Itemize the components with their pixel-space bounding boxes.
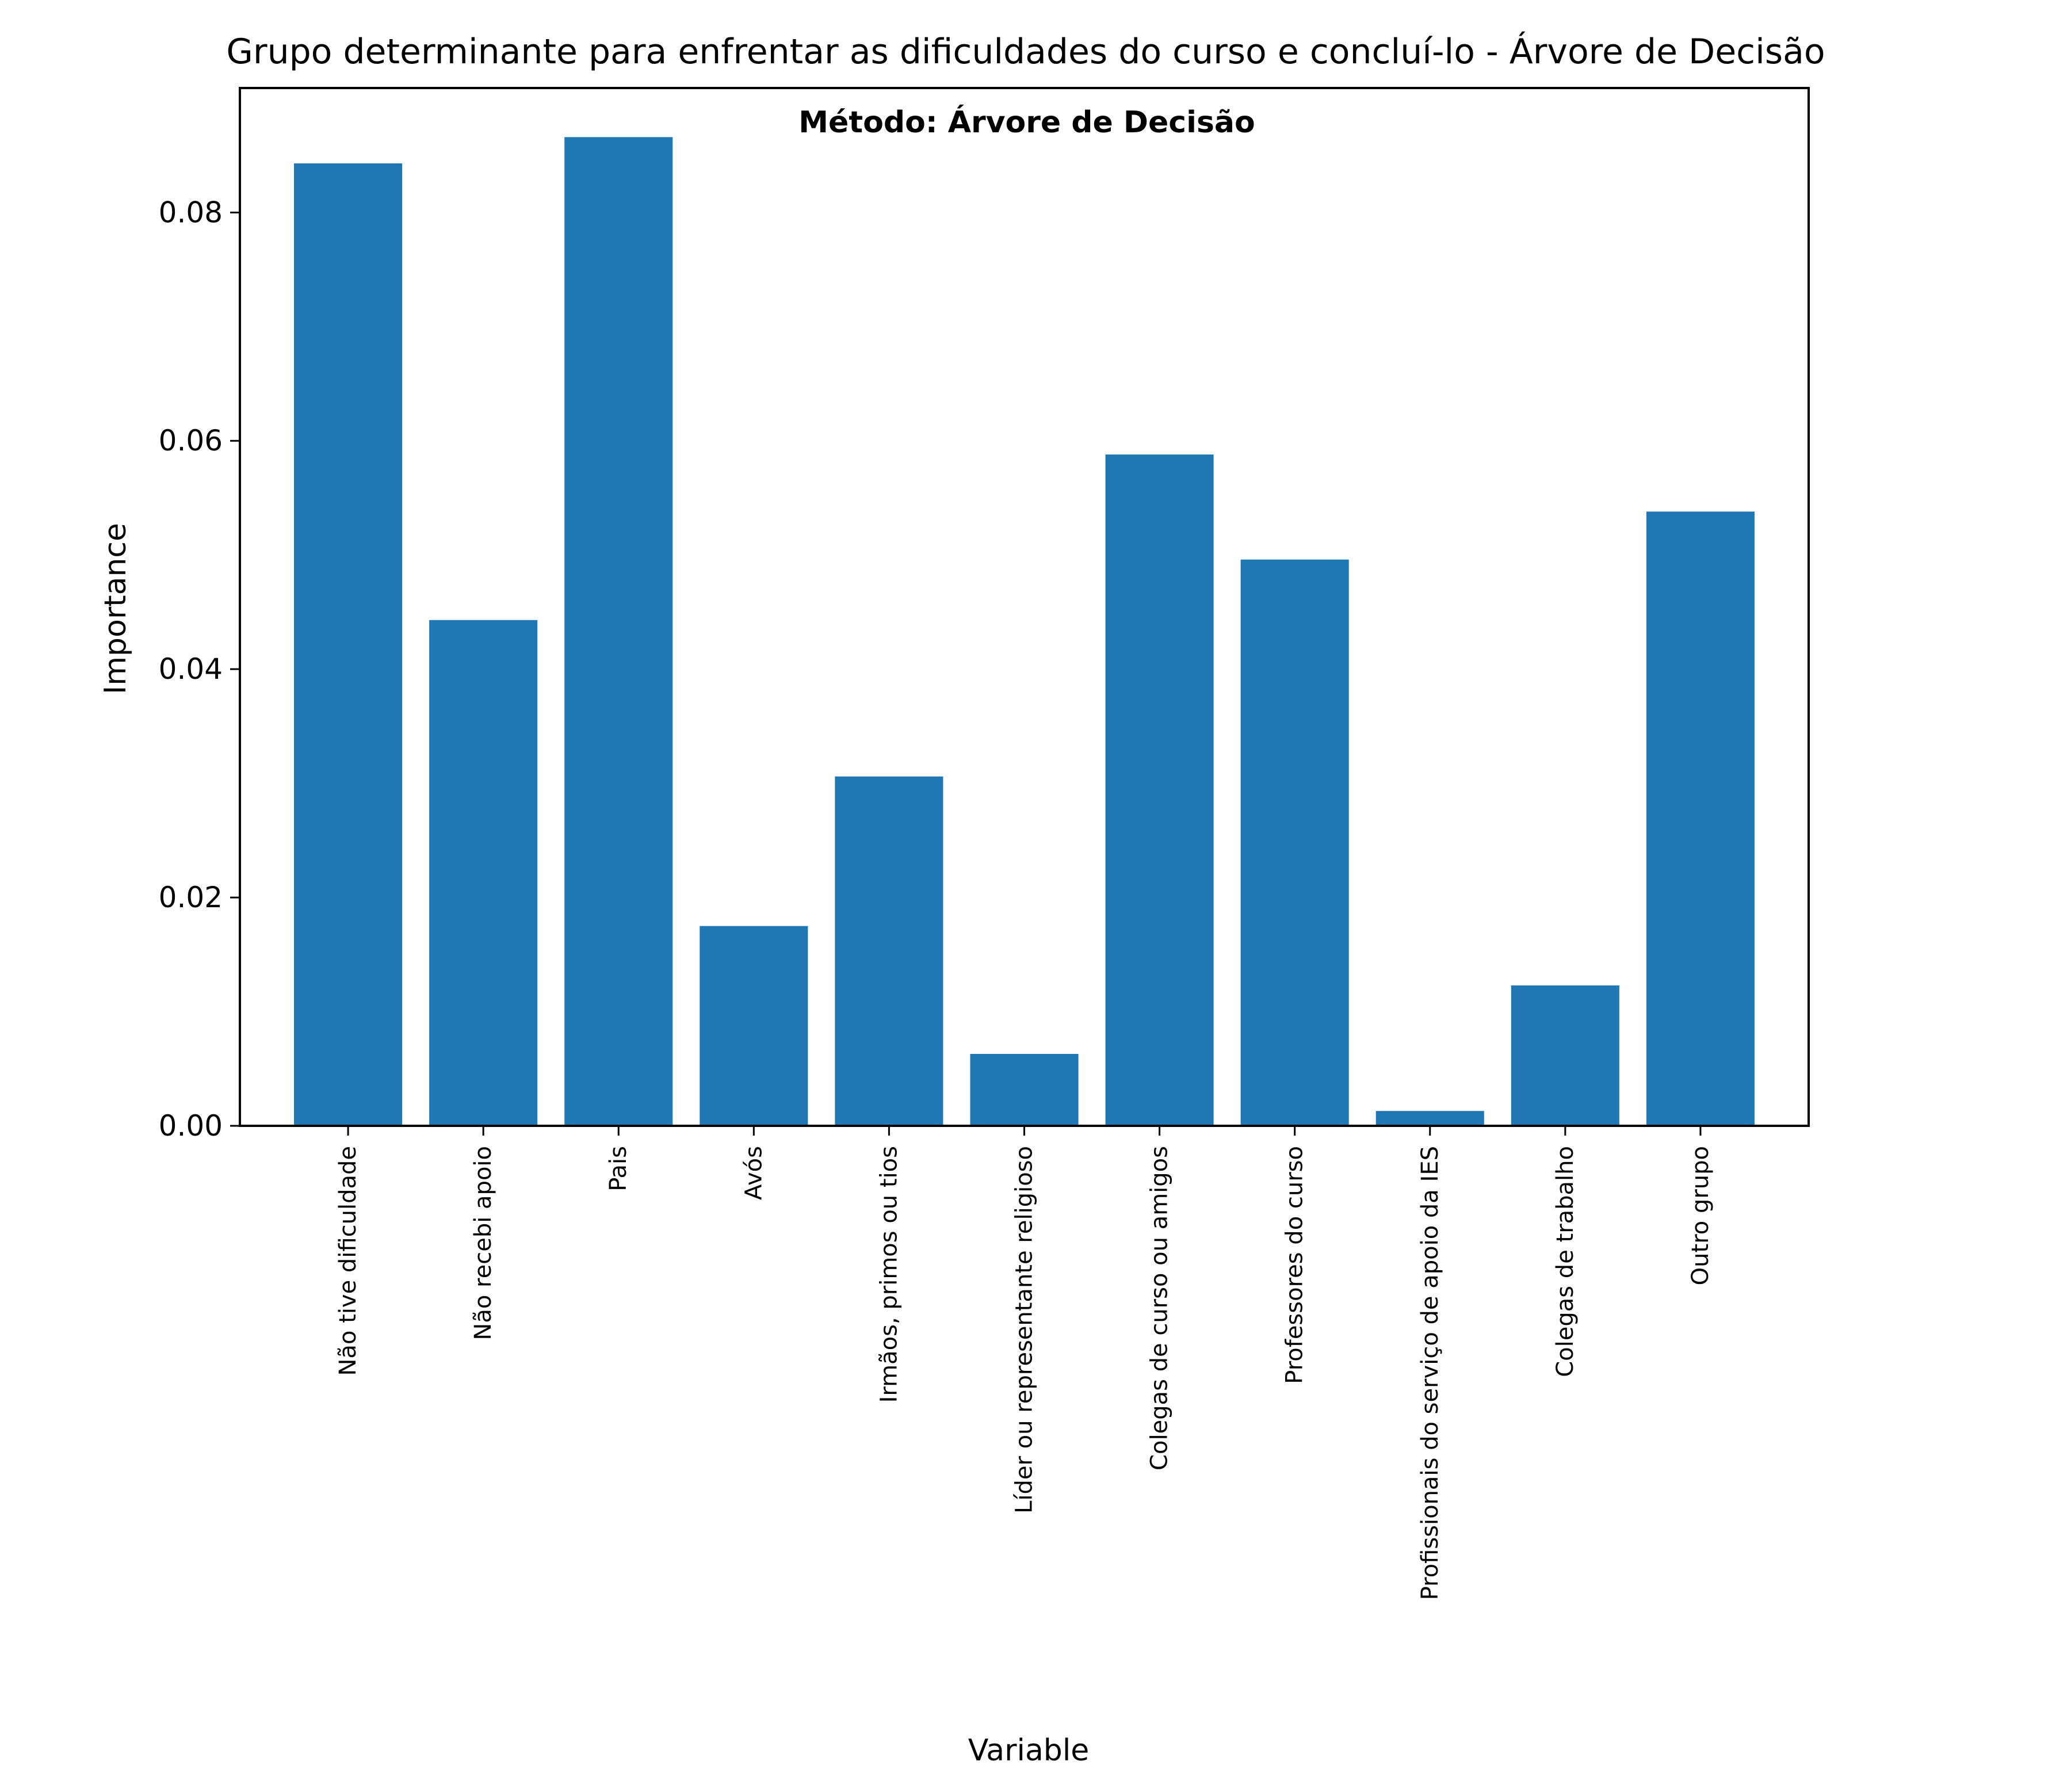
- x-tick-label: Profissionais do serviço de apoio da IES: [1417, 1146, 1443, 1600]
- y-tick-label: 0.02: [159, 881, 223, 914]
- x-axis-label: Variable: [968, 1733, 1090, 1768]
- x-axis: Não tive dificuldade Não recebi apoio Pais…: [335, 1126, 1714, 1600]
- bar: [970, 1053, 1079, 1126]
- x-tick-label: Irmãos, primos ou tios: [876, 1146, 902, 1403]
- y-tick-label: 0.04: [159, 652, 223, 686]
- x-tick-label: Pais: [605, 1146, 632, 1191]
- y-tick-label: 0.00: [159, 1109, 223, 1143]
- chart-annotation: Método: Árvore de Decisão: [798, 105, 1255, 140]
- bar: [1240, 559, 1349, 1126]
- x-tick-label: Avós: [740, 1146, 767, 1200]
- x-tick-label: Colegas de curso ou amigos: [1147, 1146, 1173, 1470]
- bar: [835, 776, 943, 1126]
- x-tick-label: Não recebi apoio: [470, 1146, 496, 1340]
- bars-group: [294, 137, 1755, 1126]
- x-tick-label: Outro grupo: [1687, 1146, 1714, 1285]
- x-tick-label: Não tive dificuldade: [335, 1146, 361, 1375]
- bar: [429, 620, 538, 1126]
- x-tick-label: Líder ou representante religioso: [1011, 1146, 1038, 1514]
- bar: [1105, 454, 1214, 1126]
- chart-title: Grupo determinante para enfrentar as dif…: [226, 31, 1825, 72]
- y-axis: 0.00 0.02 0.04 0.06 0.08: [159, 196, 240, 1143]
- x-tick-label: Professores do curso: [1282, 1146, 1308, 1384]
- bar: [1511, 985, 1619, 1126]
- bar: [294, 163, 403, 1126]
- y-tick-label: 0.06: [159, 424, 223, 457]
- plot-frame: [239, 87, 1810, 1127]
- bar: [1375, 1111, 1484, 1126]
- y-axis-label: Importance: [98, 523, 133, 694]
- y-tick-label: 0.08: [159, 196, 223, 229]
- bar: [564, 137, 673, 1126]
- bar: [700, 926, 808, 1126]
- bar: [1646, 511, 1755, 1126]
- x-tick-label: Colegas de trabalho: [1552, 1146, 1579, 1377]
